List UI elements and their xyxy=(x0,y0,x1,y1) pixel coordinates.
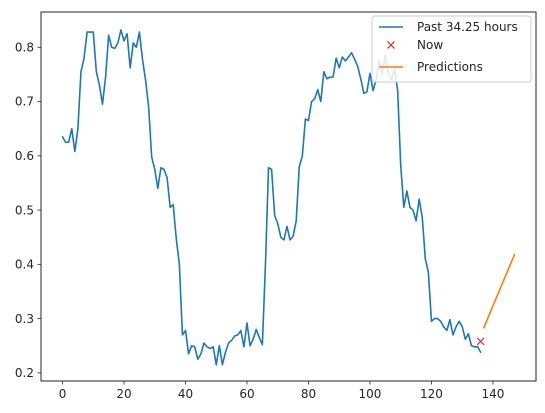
legend-label-now: Now xyxy=(417,38,443,52)
x-tick-label: 80 xyxy=(301,387,316,401)
legend-now-marker-stroke-b xyxy=(387,41,395,49)
x-tick-label: 100 xyxy=(359,387,382,401)
x-tick-label: 60 xyxy=(239,387,254,401)
y-tick-label: 0.4 xyxy=(15,258,34,272)
series-layer xyxy=(61,29,516,366)
y-tick-label: 0.7 xyxy=(15,95,34,109)
now-marker-stroke-b xyxy=(476,337,485,346)
y-tick-labels: 0.2 0.3 0.4 0.5 0.6 0.7 0.8 xyxy=(15,40,41,380)
y-tick-label: 0.2 xyxy=(15,366,34,380)
series-line-0 xyxy=(61,29,482,366)
legend-now-marker xyxy=(387,41,395,49)
x-tick-labels: 0 20 40 60 80 100 120 140 xyxy=(59,381,505,401)
legend: Past 34.25 hours Now Predictions xyxy=(371,15,532,83)
x-tick-label: 140 xyxy=(482,387,505,401)
x-tick-label: 0 xyxy=(59,387,67,401)
x-tick-label: 20 xyxy=(116,387,131,401)
legend-box xyxy=(371,15,532,83)
y-tick-label: 0.6 xyxy=(15,149,34,163)
series-line-2 xyxy=(482,253,516,329)
now-marker xyxy=(476,337,485,346)
y-tick-label: 0.3 xyxy=(15,312,34,326)
x-tick-label: 40 xyxy=(178,387,193,401)
legend-swatch-now xyxy=(387,41,395,49)
x-tick-label: 120 xyxy=(420,387,443,401)
y-tick-label: 0.8 xyxy=(15,40,34,54)
axes-frame xyxy=(40,11,537,382)
legend-label-predictions: Predictions xyxy=(417,60,483,74)
legend-label-past: Past 34.25 hours xyxy=(417,20,518,34)
y-tick-label: 0.5 xyxy=(15,203,34,217)
